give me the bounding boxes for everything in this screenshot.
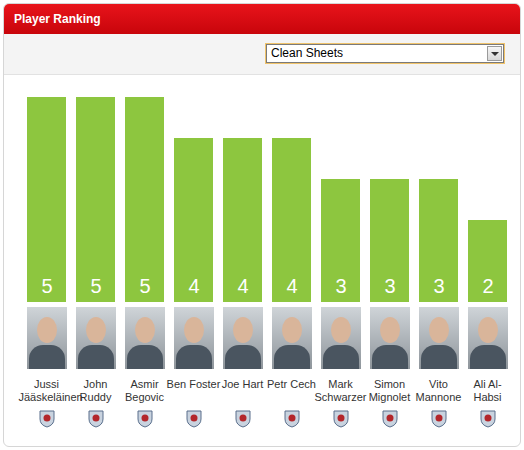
html-text:Clean Sheets: Clean Sheets (271, 46, 343, 60)
svg-text:3: 3 (384, 275, 395, 297)
html-text:Ali Al-Habsi: Ali Al-Habsi (473, 378, 502, 403)
html-text:John Ruddy: John Ruddy (79, 378, 112, 403)
svg-text:5: 5 (90, 275, 101, 297)
html-text:Ben Foster Joe Hart Petr Cech: Ben Foster Joe Hart Petr Cech (166, 378, 316, 390)
svg-text:2: 2 (482, 275, 493, 297)
html-text:Asmir Begovic: Asmir Begovic (124, 378, 165, 403)
svg-text:3: 3 (335, 275, 346, 297)
svg-text:4: 4 (286, 275, 297, 297)
svg-text:5: 5 (41, 275, 52, 297)
html-text:Jussi Jääskeläinen: Jussi Jääskeläinen (18, 378, 83, 403)
html-text:Mark Schwarzer: Mark Schwarzer (314, 378, 367, 403)
html-text:Simon Mignolet: Simon Mignolet (368, 378, 411, 403)
html-text:Player Ranking: Player Ranking (14, 12, 101, 26)
svg-text:4: 4 (237, 275, 248, 297)
html-text:Vito Mannone: Vito Mannone (415, 378, 462, 403)
svg-text:3: 3 (433, 275, 444, 297)
svg-text:5: 5 (139, 275, 150, 297)
svg-text:4: 4 (188, 275, 199, 297)
